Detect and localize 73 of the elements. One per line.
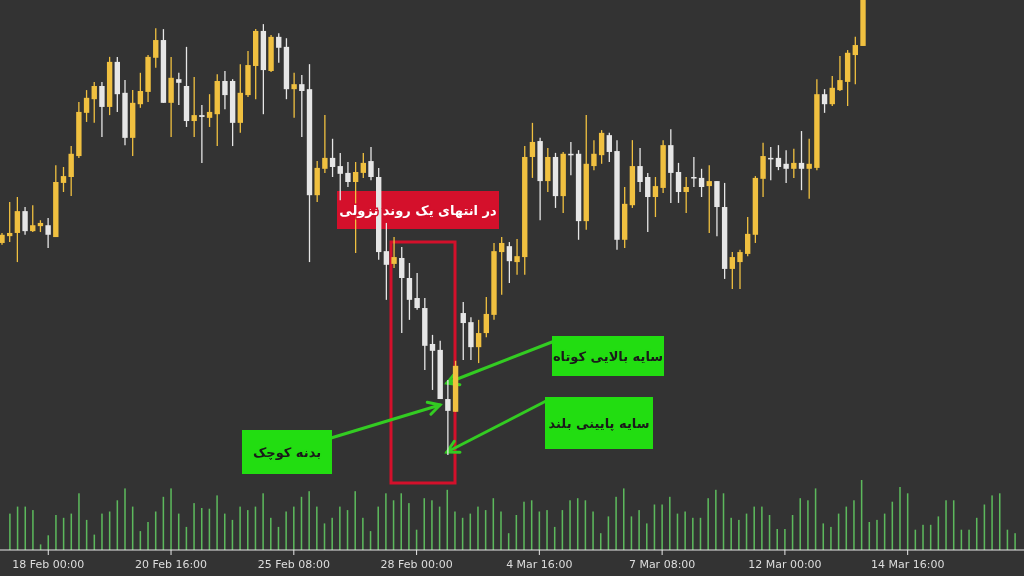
candlestick: [360, 152, 366, 179]
candlestick: [706, 164, 712, 234]
candlestick: [591, 139, 597, 171]
candlestick: [137, 72, 144, 109]
candlestick: [153, 27, 159, 69]
candlestick: [406, 262, 413, 321]
candlestick: [729, 251, 736, 290]
candlestick: [499, 236, 505, 296]
annotation: سایه بالایی کوتاه: [552, 349, 664, 364]
candlestick: [652, 176, 659, 218]
candlestick: [745, 216, 751, 257]
candlestick: [791, 148, 797, 179]
candlestick: [45, 217, 51, 249]
candlestick: [798, 130, 805, 191]
candlestick: [460, 301, 466, 361]
candlestick: [775, 144, 782, 171]
candlestick: [598, 129, 605, 165]
annotation: سایه پایینی بلند: [548, 416, 650, 431]
x-tick-label: 7 Mar 08:00: [628, 558, 696, 571]
candlestick: [199, 104, 205, 164]
candlestick: [22, 206, 28, 236]
candlestick: [645, 172, 651, 233]
candlestick: [606, 132, 612, 163]
candlestick: [806, 138, 812, 200]
candlestick: [821, 88, 828, 114]
candlestick: [783, 149, 789, 184]
candlestick: [345, 161, 351, 188]
candlestick: [483, 296, 489, 338]
candlestick: [737, 249, 743, 290]
candlestick: [14, 196, 21, 263]
candlestick: [222, 70, 228, 110]
candlestick: [514, 238, 520, 276]
candlestick: [276, 32, 282, 64]
candlestick: [368, 146, 374, 181]
x-tick-label: 28 Feb 00:00: [380, 558, 453, 571]
candlestick: [506, 241, 513, 284]
candlestick: [383, 222, 390, 301]
x-tick-label: 14 Mar 16:00: [870, 558, 945, 571]
candlestick: [291, 72, 297, 119]
candlestick: [829, 75, 835, 107]
candlestick: [475, 319, 482, 364]
candlestick: [852, 36, 859, 85]
x-tick-label: 12 Mar 00:00: [748, 558, 822, 571]
x-tick-label: 4 Mar 16:00: [506, 558, 573, 571]
candlestick: [176, 72, 182, 106]
candlestick: [191, 76, 197, 138]
candlestick: [91, 81, 97, 124]
candlestick: [337, 152, 343, 201]
candlestick: [760, 142, 766, 198]
candlestick: [83, 89, 90, 123]
candlestick: [637, 147, 643, 193]
x-tick-label: 20 Feb 16:00: [134, 558, 208, 571]
candlestick: [99, 81, 105, 138]
candlestick: [322, 114, 328, 174]
candlestick: [414, 272, 420, 311]
candlestick: [529, 122, 536, 179]
candlestick: [30, 204, 36, 233]
candlestick: [329, 138, 336, 178]
candlestick: [837, 55, 843, 92]
candlestick: [299, 74, 305, 138]
candlestick: [60, 166, 67, 193]
candlestick: [68, 145, 74, 197]
candlestick: [206, 93, 213, 128]
x-tick-label: 25 Feb 08:00: [257, 558, 330, 571]
candlestick: [698, 168, 705, 198]
candlestick: [445, 379, 451, 456]
candlestick: [391, 236, 397, 269]
candlestick: [399, 246, 405, 334]
x-tick-label: 18 Feb 00:00: [12, 558, 85, 571]
annotation: بدنه کوچک: [252, 445, 322, 460]
candlestick: [675, 162, 682, 204]
candlestick: [683, 176, 689, 214]
candlestick: [429, 334, 436, 391]
